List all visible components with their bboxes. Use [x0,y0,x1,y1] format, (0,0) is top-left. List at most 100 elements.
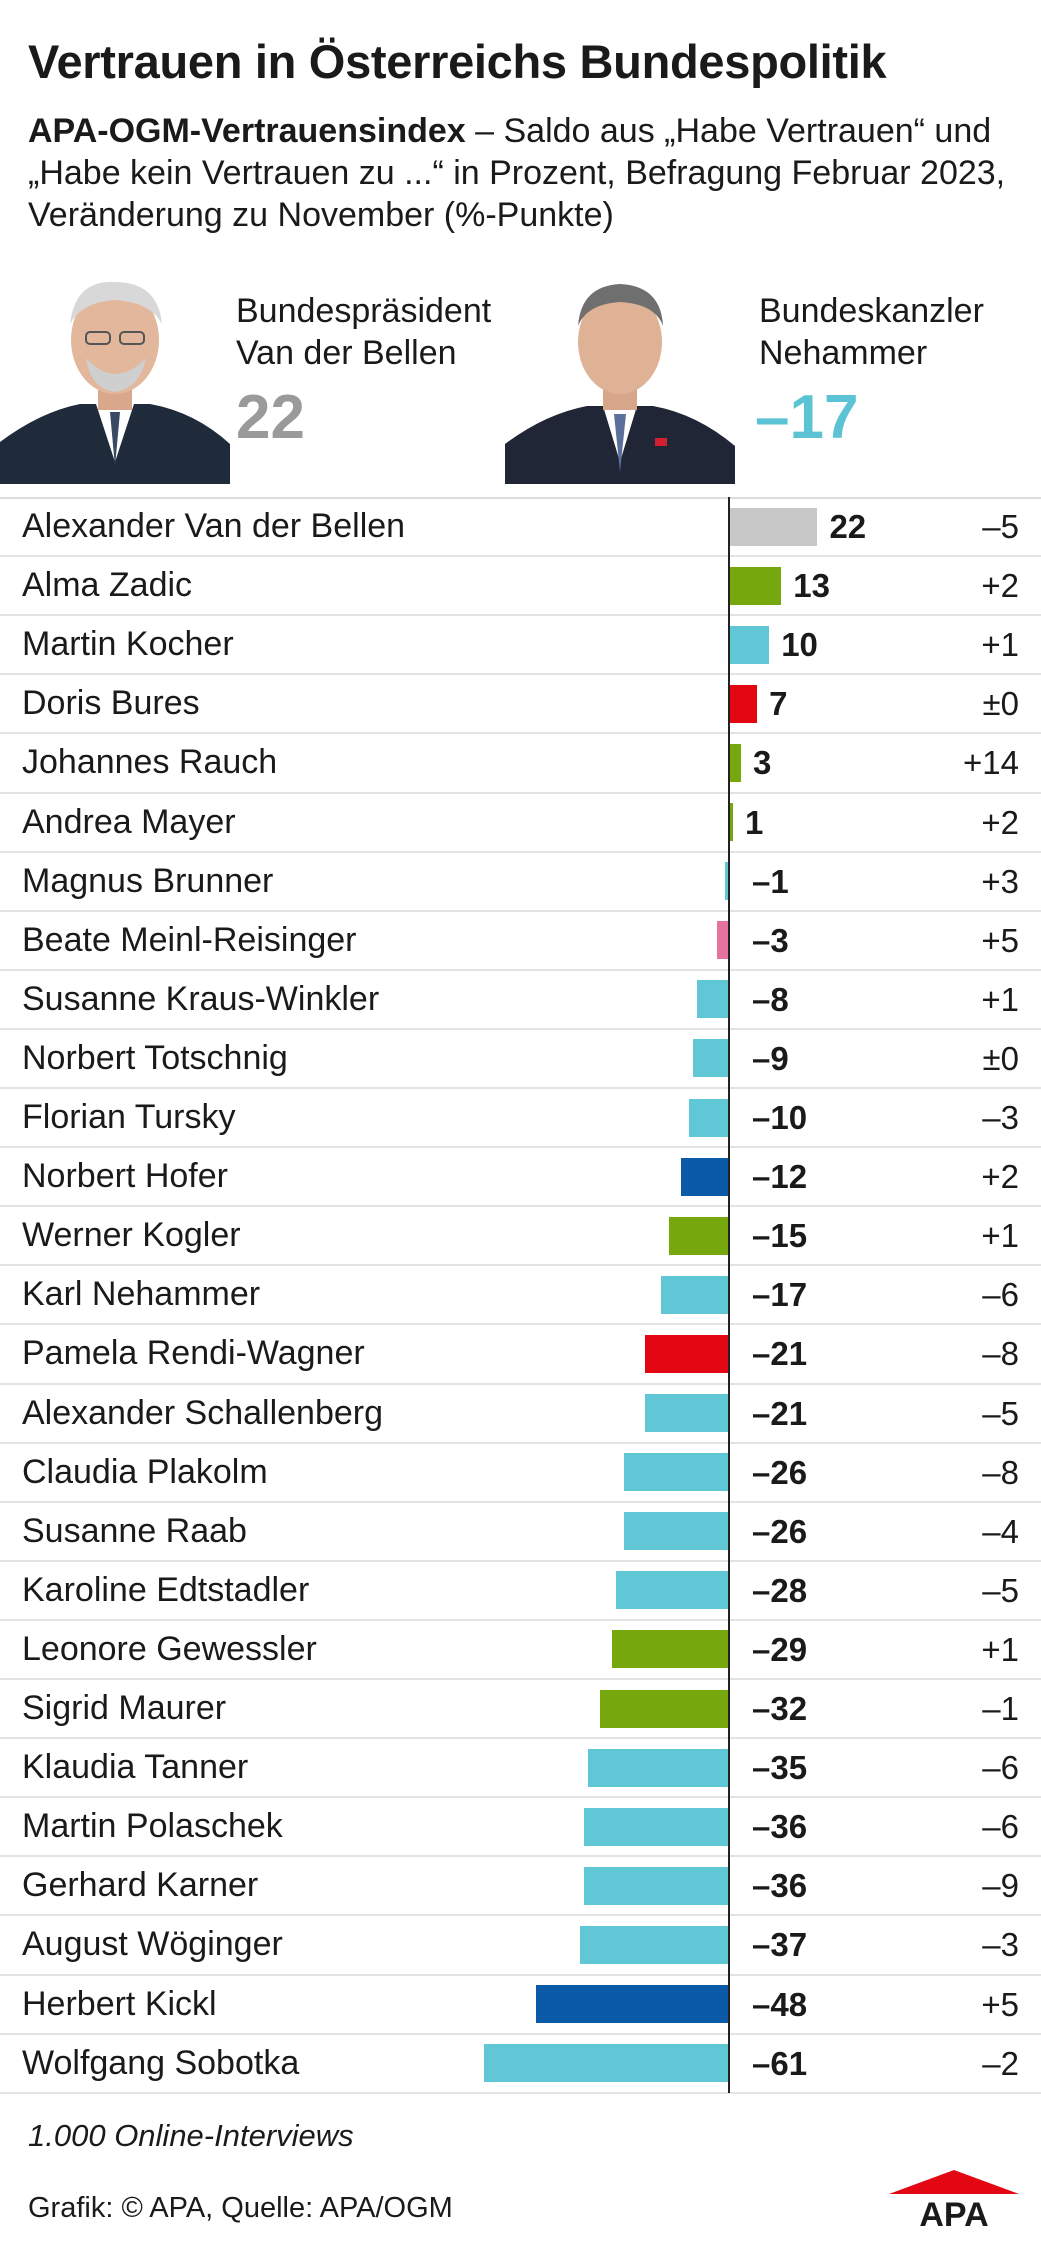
row-divider [0,1678,1041,1680]
row-divider [0,1855,1041,1858]
value-label: –36 [752,1808,808,1846]
bar [644,1394,729,1433]
category-label: Norbert Totschnig [22,1038,288,1077]
category-label: Florian Tursky [22,1098,236,1136]
subtitle-bold: APA-OGM-Vertrauensindex [28,112,466,150]
subtitle-text: – Saldo aus „Habe Vertrauen“ und „Habe k… [28,112,1006,234]
bar [584,1866,729,1905]
bar [624,1453,729,1492]
footnote: 1.000 Online-Interviews [28,2118,354,2153]
bar [660,1275,729,1314]
bar [612,1630,729,1669]
category-label: Klaudia Tanner [22,1748,249,1787]
bar [600,1689,729,1728]
change-label: –8 [982,1335,1019,1373]
value-label: –37 [752,1926,808,1964]
category-label: Werner Kogler [22,1216,241,1255]
bar [483,2044,729,2083]
row-divider [0,1737,1041,1740]
bar [688,1098,729,1137]
change-label: –2 [982,2044,1019,2082]
value-label: 22 [829,508,867,545]
row-divider [0,1027,1041,1030]
category-label: Pamela Rendi-Wagner [22,1334,365,1373]
apa-logo-icon: APA [889,2170,1019,2228]
row-divider [0,1796,1041,1799]
svg-text:APA: APA [919,2196,988,2228]
bar [644,1334,729,1373]
change-label: +1 [981,1630,1019,1668]
change-label: –8 [982,1453,1019,1491]
row-divider [0,614,1041,617]
value-label: –28 [752,1571,808,1609]
bar [580,1925,729,1964]
category-label: Alma Zadic [22,566,193,605]
row-divider [0,1973,1041,1976]
value-label: –61 [752,2044,808,2082]
bar [696,980,729,1019]
bar [716,921,729,960]
row-divider [0,2091,1041,2094]
category-label: Martin Kocher [22,625,234,664]
change-label: –3 [982,1099,1019,1136]
row-divider [0,1441,1041,1444]
category-label: August Wöginger [22,1925,283,1964]
row-divider [0,909,1041,912]
change-label: +3 [981,862,1019,900]
value-label: –26 [752,1512,808,1550]
change-label: –4 [982,1512,1019,1550]
category-label: Doris Bures [22,684,200,723]
category-label: Claudia Plakolm [22,1452,268,1491]
row-divider [0,968,1041,971]
change-label: +1 [981,1217,1019,1255]
change-label: –5 [982,1571,1019,1609]
value-label: –3 [752,921,789,959]
category-label: Herbert Kickl [22,1984,217,2023]
change-label: –6 [982,1808,1019,1846]
row-divider [0,1146,1041,1149]
change-label: –9 [982,1867,1019,1905]
category-label: Andrea Mayer [22,802,236,841]
bar [724,862,729,901]
value-label: –9 [752,1039,789,1077]
change-label: +2 [981,1158,1019,1196]
category-label: Alexander Schallenberg [22,1393,384,1432]
bar-chart: Alexander Van der Bellen 22 –5 Alma Zadic 13… [0,497,1041,2094]
chancellor-label-line1: Bundeskanzler [759,292,984,330]
value-label: –8 [752,980,789,1018]
category-label: Karoline Edtstadler [22,1570,310,1609]
value-label: –21 [752,1394,808,1432]
change-label: +5 [981,1985,1019,2023]
value-label: 10 [781,626,818,664]
row-divider [0,1205,1041,1208]
row-divider [0,1264,1041,1267]
value-label: –15 [752,1217,808,1255]
value-label: 3 [753,744,772,782]
category-label: Gerhard Karner [22,1866,259,1905]
category-label: Wolfgang Sobotka [22,2043,300,2082]
chancellor-value: –17 [755,383,859,452]
value-label: –1 [752,862,789,900]
category-label: Johannes Rauch [22,743,278,782]
row-divider [0,1914,1041,1917]
bar [624,1512,729,1551]
bar [729,566,782,605]
highlight-president: Bundespräsident Van der Bellen 22 [0,262,520,484]
row-divider [0,1087,1041,1089]
category-label: Susanne Kraus-Winkler [22,979,380,1018]
value-label: 1 [745,803,764,841]
bar [729,507,818,546]
chancellor-label-line2: Nehammer [759,334,928,372]
bar [692,1039,729,1078]
change-label: +2 [981,803,1019,841]
value-label: –29 [752,1630,808,1668]
value-label: –36 [752,1867,808,1905]
value-label: –35 [752,1749,808,1787]
category-label: Norbert Hofer [22,1157,228,1196]
row-divider [0,673,1041,676]
zero-axis-line [728,497,730,2093]
value-label: –48 [752,1985,808,2023]
bar [584,1807,729,1846]
row-divider [0,1559,1041,1562]
category-label: Martin Polaschek [22,1807,283,1846]
